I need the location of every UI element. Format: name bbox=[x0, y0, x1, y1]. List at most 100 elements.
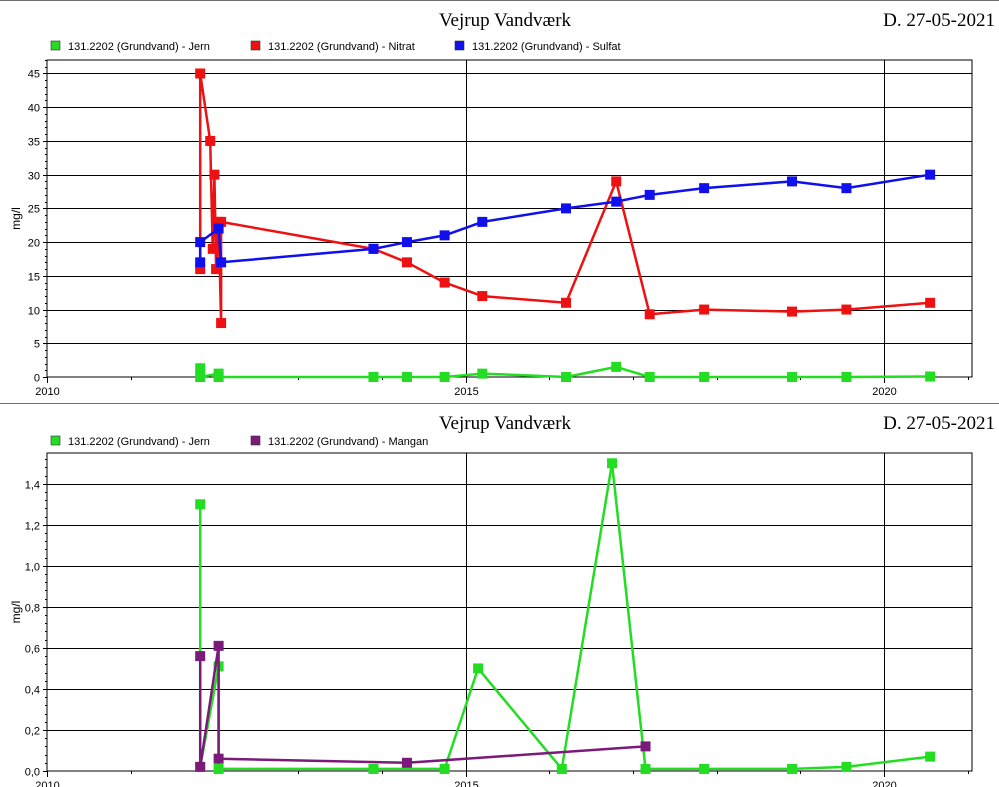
data-point bbox=[841, 762, 851, 772]
y-tick-label: 15 bbox=[28, 272, 40, 284]
data-point bbox=[195, 762, 205, 772]
data-point bbox=[214, 754, 224, 764]
data-point bbox=[473, 663, 483, 673]
data-point bbox=[641, 764, 651, 774]
data-point bbox=[607, 458, 617, 468]
data-point bbox=[214, 641, 224, 651]
data-point bbox=[440, 230, 450, 240]
data-point bbox=[841, 305, 851, 315]
y-tick-label: 40 bbox=[28, 103, 40, 115]
chart-panel-top: Vejrup Vandværk D. 27-05-2021 0 5 10 15 20 25… bbox=[0, 0, 999, 403]
data-point bbox=[787, 307, 797, 317]
data-point bbox=[699, 764, 709, 774]
y-tick-label: 25 bbox=[28, 204, 40, 216]
data-point bbox=[925, 752, 935, 762]
data-point bbox=[645, 309, 655, 319]
y-tick-label: 0,4 bbox=[25, 685, 40, 697]
data-point bbox=[440, 372, 450, 382]
chart-top-svg: 0 5 10 15 20 25 30 35 40 45 2010 2015 2020 mg/l 131.22… bbox=[0, 0, 999, 403]
data-point bbox=[209, 170, 219, 180]
legend-swatch bbox=[251, 436, 260, 445]
y-tick-label: 20 bbox=[28, 238, 40, 250]
y-axis-label: mg/l bbox=[9, 601, 23, 624]
data-point bbox=[841, 372, 851, 382]
data-point bbox=[645, 190, 655, 200]
x-tick-label: 2010 bbox=[35, 780, 59, 787]
data-point bbox=[205, 136, 215, 146]
data-point bbox=[195, 237, 205, 247]
data-point bbox=[787, 176, 797, 186]
y-tick-label: 10 bbox=[28, 306, 40, 318]
x-tick-label: 2020 bbox=[872, 386, 896, 398]
data-point bbox=[699, 183, 709, 193]
data-point bbox=[402, 237, 412, 247]
data-point bbox=[214, 372, 224, 382]
legend-swatch bbox=[51, 41, 60, 50]
data-point bbox=[402, 372, 412, 382]
legend-swatch bbox=[251, 41, 260, 50]
y-tick-label: 0,8 bbox=[25, 603, 40, 615]
data-point bbox=[477, 217, 487, 227]
data-point bbox=[195, 372, 205, 382]
chart-panel-bottom: Vejrup Vandværk D. 27-05-2021 0,0 0,2 0,4 0… bbox=[0, 403, 999, 787]
data-point bbox=[925, 170, 935, 180]
data-point bbox=[195, 257, 205, 267]
data-point bbox=[214, 224, 224, 234]
data-point bbox=[561, 203, 571, 213]
data-point bbox=[440, 764, 450, 774]
y-tick-label: 0,2 bbox=[25, 726, 40, 738]
data-point bbox=[477, 369, 487, 379]
y-tick-label: 0,0 bbox=[25, 767, 40, 779]
legend-swatch bbox=[455, 41, 464, 50]
legend-entry: 131.2202 (Grundvand) - Sulfat bbox=[472, 41, 621, 53]
data-point bbox=[368, 244, 378, 254]
legend-entry: 131.2202 (Grundvand) - Jern bbox=[68, 41, 210, 53]
data-point bbox=[195, 499, 205, 509]
y-tick-label: 0 bbox=[34, 373, 40, 385]
data-point bbox=[214, 764, 224, 774]
data-point bbox=[208, 244, 218, 254]
data-point bbox=[402, 758, 412, 768]
data-point bbox=[368, 372, 378, 382]
data-point bbox=[368, 764, 378, 774]
data-point bbox=[641, 741, 651, 751]
data-point bbox=[195, 651, 205, 661]
legend-entry: 131.2202 (Grundvand) - Jern bbox=[68, 436, 210, 448]
x-tick-label: 2015 bbox=[454, 780, 478, 787]
y-tick-label: 1,4 bbox=[25, 480, 40, 492]
data-point bbox=[925, 298, 935, 308]
data-point bbox=[699, 305, 709, 315]
data-point bbox=[561, 372, 571, 382]
data-point bbox=[195, 363, 205, 373]
legend-swatch bbox=[51, 436, 60, 445]
legend-entry: 131.2202 (Grundvand) - Nitrat bbox=[268, 41, 415, 53]
y-axis-label: mg/l bbox=[9, 207, 23, 230]
x-tick-label: 2020 bbox=[872, 780, 896, 787]
y-tick-label: 35 bbox=[28, 137, 40, 149]
data-point bbox=[477, 291, 487, 301]
data-point bbox=[611, 362, 621, 372]
chart-bottom-svg: 0,0 0,2 0,4 0,6 0,8 1,0 1,2 1,4 2010 2015 2020 mg/l… bbox=[0, 403, 999, 787]
y-tick-label: 1,0 bbox=[25, 562, 40, 574]
y-tick-label: 30 bbox=[28, 171, 40, 183]
data-point bbox=[699, 372, 709, 382]
data-point bbox=[841, 183, 851, 193]
data-point bbox=[195, 68, 205, 78]
data-point bbox=[925, 372, 935, 382]
data-point bbox=[611, 197, 621, 207]
x-tick-label: 2010 bbox=[35, 386, 59, 398]
data-point bbox=[216, 318, 226, 328]
legend-entry: 131.2202 (Grundvand) - Mangan bbox=[268, 436, 428, 448]
data-point bbox=[787, 764, 797, 774]
data-point bbox=[561, 298, 571, 308]
data-point bbox=[611, 176, 621, 186]
data-point bbox=[787, 372, 797, 382]
y-tick-label: 0,6 bbox=[25, 644, 40, 656]
data-point bbox=[402, 257, 412, 267]
data-point bbox=[440, 278, 450, 288]
y-tick-label: 45 bbox=[28, 69, 40, 81]
x-tick-label: 2015 bbox=[454, 386, 478, 398]
y-tick-label: 1,2 bbox=[25, 521, 40, 533]
y-tick-label: 5 bbox=[34, 339, 40, 351]
plot-area bbox=[47, 453, 972, 771]
